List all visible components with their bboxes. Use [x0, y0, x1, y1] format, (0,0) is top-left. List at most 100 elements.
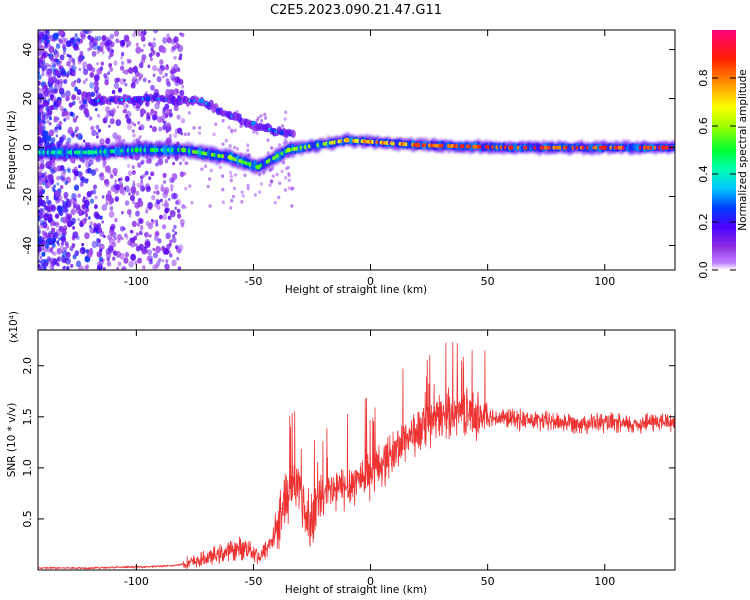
noise-blob [154, 219, 159, 224]
noise-blob [152, 65, 158, 72]
noise-blob [246, 186, 250, 191]
noise-blob [77, 193, 81, 198]
noise-blob [122, 267, 125, 270]
noise-blob [255, 118, 259, 123]
noise-blob [155, 222, 159, 227]
noise-blob [58, 78, 64, 85]
noise-blob [61, 266, 66, 270]
noise-blob [277, 143, 281, 147]
noise-blob [56, 59, 60, 64]
noise-blob [174, 77, 178, 81]
noise-blob [102, 267, 106, 270]
noise-blob [145, 157, 151, 164]
noise-blob [84, 178, 89, 184]
noise-blob [58, 210, 64, 217]
noise-blob [65, 266, 70, 270]
noise-blob [76, 37, 81, 43]
noise-blob [63, 107, 67, 112]
snr-marks [38, 342, 675, 570]
snr-point [88, 567, 91, 569]
noise-blob [178, 56, 182, 61]
noise-blob [246, 148, 250, 152]
noise-blob [137, 217, 142, 224]
noise-blob [153, 252, 158, 259]
feature-point [145, 96, 151, 101]
noise-blob [266, 151, 270, 155]
noise-blob [163, 201, 169, 209]
noise-blob [134, 260, 138, 265]
noise-blob [77, 55, 83, 63]
noise-blob [48, 174, 54, 181]
noise-blob [60, 37, 67, 44]
noise-blob [138, 218, 144, 225]
noise-blob [183, 132, 187, 137]
noise-blob [60, 235, 66, 243]
noise-blob [145, 206, 149, 212]
noise-blob [94, 204, 98, 210]
noise-blob [159, 64, 163, 70]
noise-blob [85, 78, 88, 82]
noise-blob [170, 184, 174, 189]
noise-blob [165, 232, 171, 240]
noise-blob [41, 251, 46, 257]
noise-blob [134, 78, 140, 85]
noise-blob [163, 180, 167, 184]
noise-blob [42, 92, 47, 98]
noise-blob [38, 98, 41, 105]
noise-blob [44, 42, 48, 47]
noise-blob [166, 122, 172, 129]
noise-blob [181, 84, 185, 89]
snr-point [463, 411, 465, 413]
colorbar-tick-label: 0.4 [697, 165, 710, 183]
noise-blob [140, 159, 145, 165]
upper-ridge-blob [290, 129, 296, 139]
noise-blob [105, 251, 112, 259]
noise-blob [43, 266, 47, 270]
noise-blob [168, 197, 171, 201]
noise-blob [172, 228, 175, 233]
noise-blob [79, 50, 84, 56]
noise-blob [38, 66, 41, 73]
noise-blob [96, 50, 100, 54]
noise-blob [73, 166, 78, 172]
noise-blob [83, 108, 89, 115]
noise-blob [55, 134, 58, 138]
noise-blob [47, 216, 53, 223]
noise-blob [158, 126, 163, 132]
noise-blob [162, 67, 165, 71]
feature-point [180, 147, 186, 153]
colorbar: 0.0 0.2 0.4 0.6 0.8 Normalized spectral ampl… [697, 30, 749, 279]
noise-blob [176, 199, 182, 206]
noise-blob [176, 114, 181, 120]
noise-blob [58, 237, 62, 241]
noise-blob [162, 213, 168, 220]
noise-blob [153, 190, 156, 194]
noise-blob [99, 41, 105, 48]
noise-blob [53, 127, 59, 133]
noise-blob [116, 266, 120, 270]
noise-blob [156, 76, 162, 83]
noise-blob [259, 114, 263, 118]
noise-blob [163, 189, 168, 195]
noise-blob [151, 219, 155, 225]
noise-blob [171, 39, 176, 45]
noise-blob [45, 87, 49, 92]
noise-blob [188, 184, 192, 188]
noise-blob [71, 133, 75, 138]
noise-blob [158, 158, 164, 165]
noise-blob [94, 195, 98, 200]
noise-blob [284, 140, 288, 144]
noise-blob [59, 175, 64, 180]
noise-blob [79, 181, 84, 187]
feature-point [602, 145, 608, 151]
noise-blob [173, 63, 179, 71]
noise-blob [106, 39, 113, 46]
noise-blob [162, 172, 167, 179]
noise-blob [130, 82, 136, 89]
noise-blob [45, 243, 49, 249]
noise-blob [38, 215, 41, 222]
snr-y-axis-label: SNR (10 * v/v) [6, 403, 18, 478]
noise-blob [229, 206, 233, 210]
snr-point [194, 561, 196, 563]
